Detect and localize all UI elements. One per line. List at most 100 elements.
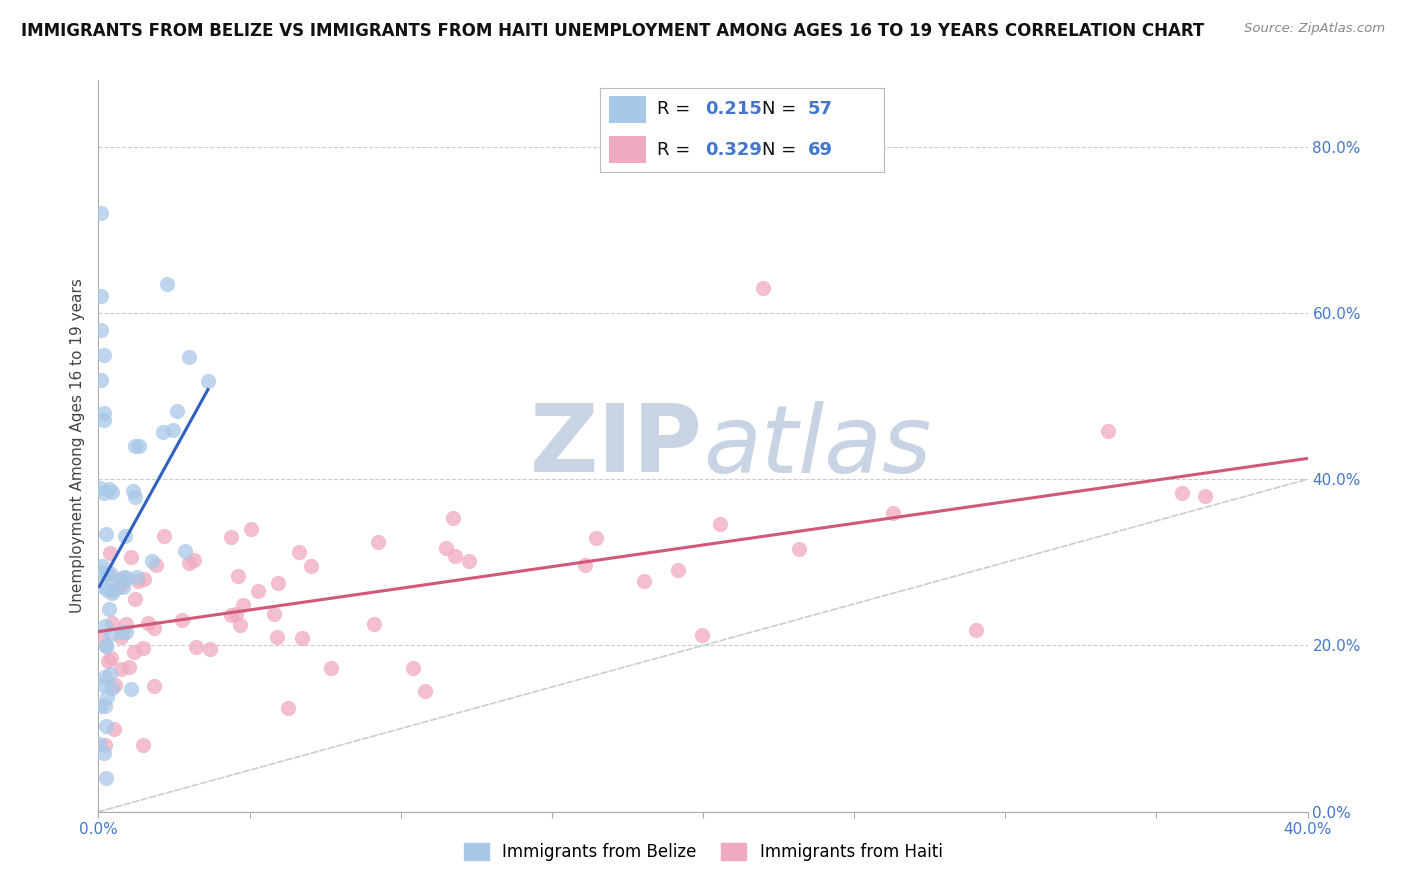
Point (444, 549, 467, 563)
Point (122, 484, 145, 499)
Point (108, 572, 131, 586)
Point (162, 423, 184, 437)
Point (232, 598, 254, 612)
Point (267, 576, 290, 591)
Point (363, 616, 385, 631)
Point (112, 570, 135, 584)
Point (101, 586, 124, 600)
Point (93, 746, 115, 760)
Point (152, 425, 174, 440)
Point (110, 630, 132, 644)
Point (91, 631, 114, 645)
Point (118, 660, 141, 674)
Point (633, 574, 655, 589)
Point (110, 577, 132, 591)
Point (111, 624, 134, 639)
Point (94, 670, 117, 684)
Point (319, 661, 342, 675)
Point (787, 542, 810, 557)
Text: IMMIGRANTS FROM BELIZE VS IMMIGRANTS FROM HAITI UNEMPLOYMENT AMONG AGES 16 TO 19: IMMIGRANTS FROM BELIZE VS IMMIGRANTS FRO… (21, 22, 1205, 40)
Point (266, 630, 288, 644)
Point (125, 570, 148, 584)
Point (229, 617, 252, 632)
Point (96, 640, 118, 654)
Point (104, 678, 127, 692)
Point (114, 617, 136, 632)
Point (585, 531, 607, 545)
Point (90, 559, 112, 574)
Point (90, 372, 112, 386)
Text: Source: ZipAtlas.com: Source: ZipAtlas.com (1244, 22, 1385, 36)
Point (124, 645, 146, 659)
Point (97, 654, 120, 668)
Point (90, 289, 112, 303)
Point (1097, 424, 1119, 438)
Point (246, 584, 269, 599)
Point (138, 616, 160, 631)
Point (882, 507, 904, 521)
Point (101, 616, 124, 631)
Point (1194, 490, 1216, 504)
Point (277, 701, 299, 715)
Legend: Immigrants from Belize, Immigrants from Haiti: Immigrants from Belize, Immigrants from … (456, 834, 950, 869)
Point (94, 640, 117, 654)
Point (101, 485, 124, 500)
Point (103, 722, 125, 736)
Point (94, 772, 117, 786)
Point (100, 651, 122, 665)
Point (90, 323, 112, 337)
Point (132, 738, 155, 752)
Point (225, 607, 247, 621)
Point (100, 626, 122, 640)
Point (132, 640, 155, 655)
Point (90, 579, 112, 593)
Point (219, 608, 242, 623)
Point (124, 490, 146, 504)
Point (156, 277, 179, 291)
Point (110, 662, 132, 676)
Point (690, 628, 713, 642)
Point (219, 531, 242, 545)
Point (184, 640, 207, 654)
Point (101, 582, 124, 597)
Point (98, 546, 121, 560)
Point (173, 543, 195, 558)
Point (107, 580, 129, 594)
Point (101, 681, 124, 695)
Point (170, 613, 193, 627)
Point (1171, 486, 1194, 500)
Point (94, 698, 117, 713)
Point (94, 619, 117, 633)
Point (90, 206, 112, 220)
Point (120, 682, 142, 697)
Point (97, 483, 120, 497)
Point (93, 347, 115, 362)
Point (94, 738, 117, 752)
Point (94, 719, 117, 733)
Point (441, 511, 464, 525)
Text: ZIP: ZIP (530, 400, 703, 492)
Point (93, 406, 115, 420)
Point (458, 554, 481, 568)
Point (127, 574, 149, 588)
Point (112, 580, 135, 594)
Point (96, 582, 118, 597)
Point (152, 529, 174, 543)
Point (226, 569, 249, 583)
Point (291, 631, 314, 645)
Point (413, 684, 436, 698)
Point (89, 481, 111, 495)
Point (434, 541, 457, 556)
Point (143, 679, 166, 693)
Point (299, 558, 322, 573)
Point (120, 549, 142, 564)
Point (93, 486, 115, 500)
Point (263, 607, 285, 622)
Point (93, 413, 115, 427)
Point (574, 558, 596, 572)
Point (141, 554, 163, 568)
Point (89, 698, 111, 713)
Point (132, 572, 155, 586)
Text: atlas: atlas (703, 401, 931, 491)
Point (98, 667, 121, 681)
